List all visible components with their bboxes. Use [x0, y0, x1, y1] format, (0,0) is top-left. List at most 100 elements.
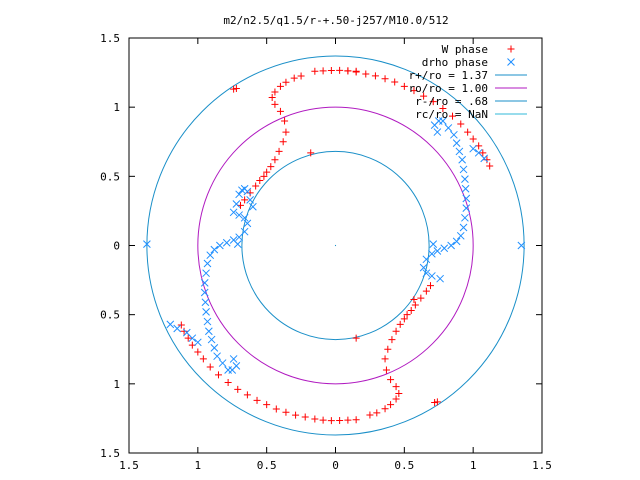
point-0-22: [486, 162, 494, 170]
circle-1: [197, 106, 474, 385]
data-series: [143, 66, 526, 425]
point-1-6: [459, 165, 468, 174]
point-1-70: [243, 187, 252, 196]
y-tick-label-5: 1: [113, 378, 120, 391]
point-1-66: [232, 200, 241, 208]
point-0-35: [275, 147, 283, 155]
point-0-10: [400, 82, 408, 90]
point-0-53: [319, 416, 327, 424]
y-tick-label-6: 1.5: [100, 447, 120, 460]
point-0-82: [400, 315, 408, 323]
point-1-53: [240, 213, 249, 222]
point-1-45: [206, 251, 215, 260]
point-0-85: [388, 336, 396, 344]
point-1-43: [202, 269, 210, 278]
point-1-40: [201, 298, 210, 307]
point-1-36: [207, 335, 216, 344]
point-0-84: [392, 327, 400, 335]
point-0-13: [429, 98, 437, 106]
point-1-15: [447, 241, 455, 250]
point-1-4: [455, 147, 464, 156]
point-0-0: [311, 67, 319, 75]
point-0-37: [282, 128, 290, 136]
point-0-83: [396, 320, 404, 328]
point-1-8: [461, 184, 470, 193]
x-tick-label-4: 0.5: [394, 459, 414, 472]
point-0-52: [327, 417, 335, 425]
point-0-30: [256, 176, 264, 184]
point-0-36: [279, 138, 287, 146]
point-0-89: [387, 376, 395, 384]
x-tick-label-2: 0.5: [257, 459, 277, 472]
legend-marker-1: [507, 58, 515, 66]
point-0-8: [381, 75, 389, 83]
point-1-65: [166, 320, 175, 329]
point-1-13: [456, 231, 465, 240]
point-0-7: [371, 72, 379, 80]
point-0-71: [177, 321, 185, 329]
point-0-44: [282, 78, 290, 86]
point-1-25: [517, 241, 526, 250]
point-1-57: [143, 240, 151, 248]
x-tick-label-3: 0: [332, 459, 339, 472]
point-0-49: [352, 416, 360, 424]
point-0-33: [267, 163, 275, 171]
point-0-24: [232, 84, 240, 92]
point-1-35: [210, 344, 219, 352]
point-1-32: [224, 366, 232, 374]
point-0-2: [327, 67, 335, 75]
point-1-1: [444, 124, 453, 132]
point-0-34: [271, 156, 279, 164]
point-0-1: [319, 67, 327, 75]
point-0-31: [260, 172, 268, 180]
legend-label-2: r+/ro = 1.37: [409, 69, 488, 82]
point-1-72: [249, 202, 257, 211]
point-0-93: [387, 401, 395, 409]
point-1-37: [204, 327, 213, 336]
point-1-68: [238, 186, 246, 195]
point-0-62: [234, 385, 242, 393]
point-1-16: [440, 244, 449, 253]
point-0-9: [391, 78, 399, 86]
point-0-41: [268, 93, 276, 101]
point-1-28: [434, 117, 443, 125]
point-0-45: [290, 74, 298, 82]
point-1-54: [235, 211, 243, 219]
series-1: [143, 117, 526, 374]
point-1-56: [233, 240, 242, 248]
x-tick-label-0: 1.5: [119, 459, 139, 472]
legend-label-3: ro/ro = 1.00: [409, 82, 488, 95]
point-0-15: [449, 112, 457, 120]
point-0-76: [426, 282, 434, 290]
point-1-5: [458, 155, 467, 164]
point-0-65: [206, 363, 214, 371]
x-tick-label-5: 1: [470, 459, 477, 472]
point-0-63: [224, 378, 232, 386]
point-1-58: [229, 355, 238, 363]
point-0-66: [199, 355, 207, 363]
point-0-80: [407, 307, 415, 315]
point-1-29: [469, 144, 478, 153]
point-1-38: [203, 317, 212, 326]
point-0-77: [422, 287, 430, 295]
point-0-86: [384, 345, 392, 353]
x-tick-label-6: 1.5: [532, 459, 552, 472]
circle-0: [146, 55, 525, 436]
point-0-70: [180, 327, 188, 335]
point-1-31: [480, 154, 489, 163]
point-0-42: [271, 88, 279, 96]
y-tick-label-1: 1: [113, 101, 120, 114]
point-1-33: [218, 359, 227, 367]
point-1-11: [461, 213, 469, 222]
point-0-94: [381, 405, 389, 413]
point-1-23: [436, 274, 444, 283]
legend-label-4: r-/ro = .68: [415, 95, 488, 108]
point-1-20: [419, 263, 428, 272]
point-1-12: [459, 223, 468, 232]
point-1-7: [461, 175, 469, 183]
point-0-14: [439, 105, 447, 113]
point-0-95: [373, 409, 381, 417]
legend-label-1: drho phase: [422, 56, 488, 69]
